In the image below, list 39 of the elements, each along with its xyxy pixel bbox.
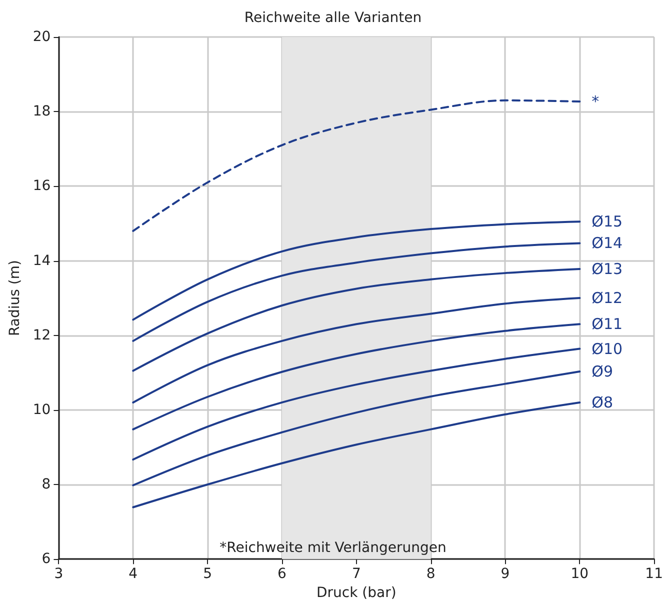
series-label: Ø14 [592,234,623,252]
y-tick-label: 12 [32,327,51,344]
y-tick-label: 14 [32,252,51,269]
line-series [132,348,581,461]
chart-title: Reichweite alle Varianten [244,10,422,26]
series-label: Ø15 [592,212,623,231]
y-tick-label: 20 [32,29,51,45]
x-tick-label: 6 [278,566,287,582]
series-label: * [592,92,600,111]
y-tick-label: 10 [32,402,51,418]
line-series [132,297,581,404]
series-label: Ø11 [592,315,623,334]
x-tick-label: 5 [203,566,212,582]
x-tick-label: 8 [426,566,436,582]
series-label: Ø8 [592,393,614,412]
line-series [132,370,581,486]
series-label: Ø13 [592,260,623,278]
y-axis-title: Radius (m) [7,260,23,336]
series-label: Ø9 [592,362,614,381]
line-series [132,323,581,430]
series-label: Ø12 [592,289,623,308]
line-series [132,242,581,342]
x-tick-label: 9 [500,566,510,582]
line-series [132,268,581,372]
y-tick-label: 16 [32,178,51,194]
x-tick-label: 4 [128,566,138,582]
y-tick-label: 6 [42,551,51,568]
line-series [132,401,581,508]
x-tick-label: 10 [570,566,589,582]
series-label: Ø10 [592,340,623,358]
y-tick-label: 18 [32,104,51,120]
annotation: *Reichweite mit Verlängerungen [220,540,446,556]
y-tick-label: 8 [42,476,51,493]
line-series [132,220,581,321]
x-tick-label: 3 [54,566,64,582]
x-tick-label: 11 [645,566,664,582]
x-axis-title: Druck (bar) [316,585,396,601]
line-series [132,99,581,232]
x-tick-label: 7 [352,566,361,582]
